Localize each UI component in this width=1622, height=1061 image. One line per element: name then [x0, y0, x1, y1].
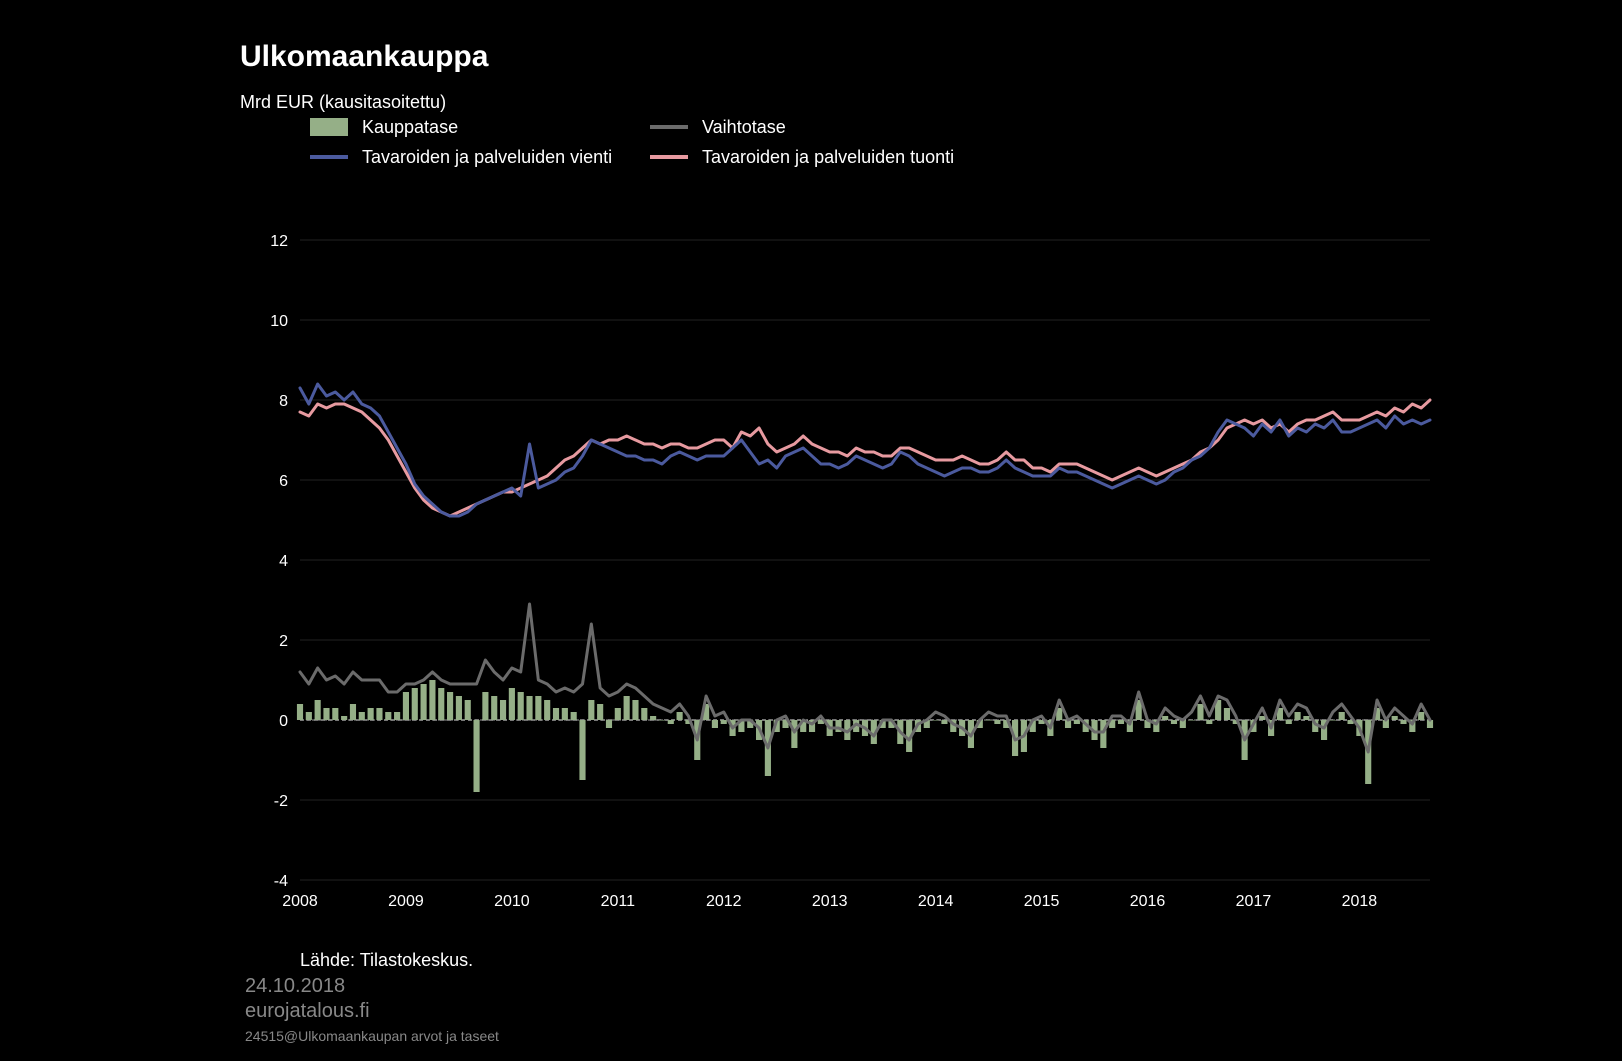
svg-text:2013: 2013: [812, 893, 848, 910]
svg-text:2009: 2009: [388, 893, 424, 910]
svg-text:0: 0: [279, 713, 288, 730]
svg-text:2016: 2016: [1130, 893, 1166, 910]
svg-text:2017: 2017: [1236, 893, 1272, 910]
svg-text:2: 2: [279, 633, 288, 650]
y-axis-label: Mrd EUR (kausitasoitettu): [240, 92, 1440, 113]
chart-container: Ulkomaankauppa Mrd EUR (kausitasoitettu)…: [240, 40, 1440, 980]
chart-svg: -4 -2 0 2 4 6 8 10 12 2008 2009 2010 2011 2012 2013 201…: [240, 200, 1440, 940]
svg-text:2011: 2011: [601, 893, 636, 910]
legend-item-kauppatase: Kauppatase: [310, 112, 612, 142]
svg-text:-2: -2: [274, 793, 288, 810]
legend-label: Kauppatase: [362, 117, 458, 138]
legend: Kauppatase Tavaroiden ja palveluiden vie…: [310, 112, 612, 172]
footer-date: 24.10.2018: [245, 975, 345, 998]
svg-text:2015: 2015: [1024, 893, 1060, 910]
source-label: Lähde: Tilastokeskus.: [300, 950, 473, 971]
legend-label: Tavaroiden ja palveluiden vienti: [362, 147, 612, 168]
legend-item-vaihtotase: Vaihtotase: [650, 112, 954, 142]
legend-col2: Vaihtotase Tavaroiden ja palveluiden tuo…: [650, 112, 954, 172]
svg-text:8: 8: [279, 393, 288, 410]
svg-text:2014: 2014: [918, 893, 954, 910]
svg-text:6: 6: [279, 473, 288, 490]
legend-swatch-line: [310, 155, 348, 159]
svg-text:2010: 2010: [494, 893, 530, 910]
footer-id: 24515@Ulkomaankaupan arvot ja taseet: [245, 1028, 499, 1044]
legend-swatch-line: [650, 125, 688, 129]
legend-swatch-box: [310, 118, 348, 136]
legend-item-tuonti: Tavaroiden ja palveluiden tuonti: [650, 142, 954, 172]
svg-text:-4: -4: [274, 873, 288, 890]
chart-title: Ulkomaankauppa: [240, 40, 1440, 74]
svg-text:4: 4: [279, 553, 288, 570]
svg-text:10: 10: [270, 313, 288, 330]
svg-text:12: 12: [270, 233, 288, 250]
svg-text:2018: 2018: [1342, 893, 1378, 910]
footer-site: eurojatalous.fi: [245, 1000, 370, 1023]
legend-item-vienti: Tavaroiden ja palveluiden vienti: [310, 142, 612, 172]
legend-swatch-line: [650, 155, 688, 159]
legend-label: Tavaroiden ja palveluiden tuonti: [702, 147, 954, 168]
legend-label: Vaihtotase: [702, 117, 786, 138]
svg-text:2012: 2012: [706, 893, 742, 910]
svg-text:2008: 2008: [282, 893, 318, 910]
